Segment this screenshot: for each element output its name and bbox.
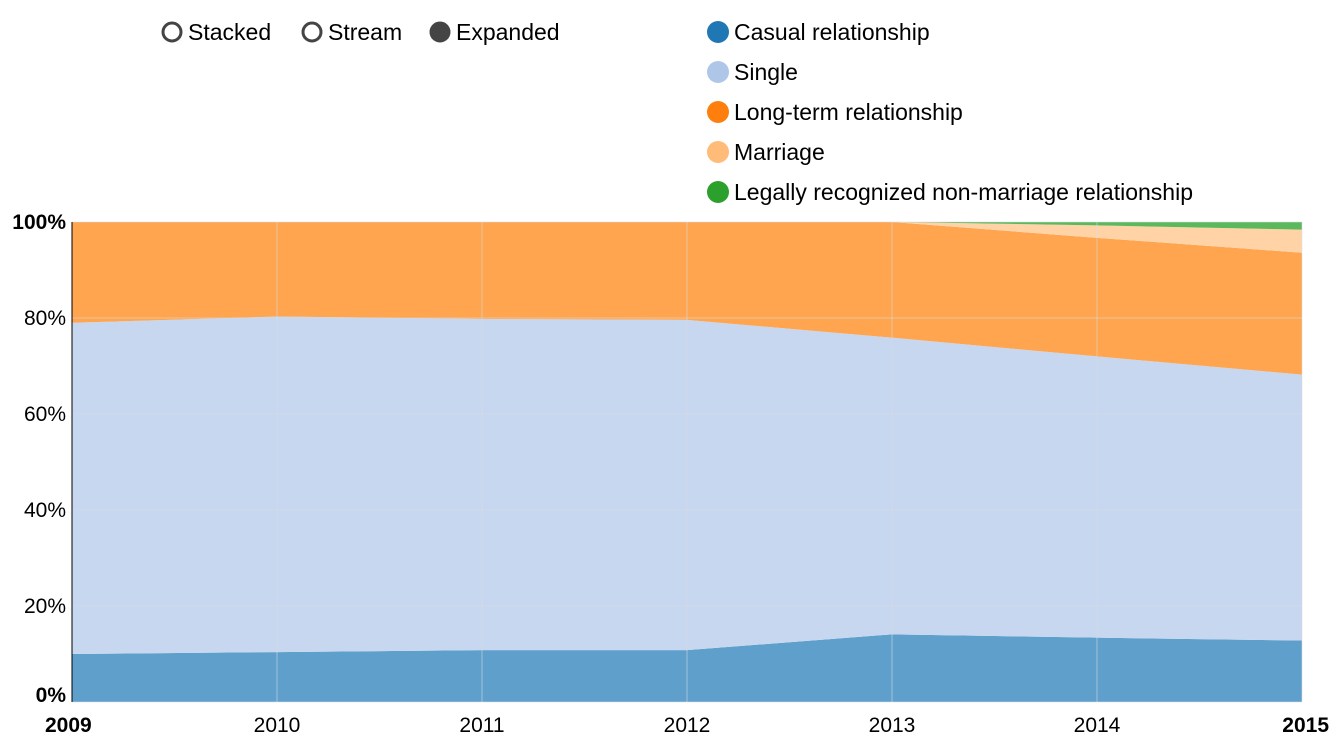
y-tick-label: 0% [36, 684, 67, 707]
control-stream-label: Stream [328, 19, 402, 45]
axes: 0% 20% 40% 60% 80% 100% 2009 2010 2011 2012 2013 20… [12, 211, 1329, 737]
legend-label-casual: Casual relationship [734, 19, 930, 45]
x-tick-label: 2009 [45, 714, 92, 737]
y-tick-label: 80% [24, 307, 66, 330]
legend-swatch-marriage-icon[interactable] [707, 141, 729, 163]
radio-stacked-icon[interactable] [161, 21, 183, 43]
control-stacked-label: Stacked [188, 19, 271, 45]
legend-item-marriage[interactable]: Marriage [707, 139, 825, 165]
legend-swatch-legal-non-marriage-icon[interactable] [707, 181, 729, 203]
legend-item-long-term[interactable]: Long-term relationship [707, 99, 963, 125]
plot-area [71, 221, 1303, 703]
y-tick-label: 100% [12, 211, 66, 234]
legend-item-legal-non-marriage[interactable]: Legally recognized non-marriage relation… [707, 179, 1193, 205]
control-stacked[interactable]: Stacked [161, 19, 271, 45]
legend-item-single[interactable]: Single [707, 59, 798, 85]
x-tick-label: 2012 [664, 714, 711, 737]
legend: Casual relationship Single Long-term rel… [707, 19, 1193, 205]
legend-label-legal-non-marriage: Legally recognized non-marriage relation… [734, 179, 1193, 205]
x-tick-label: 2014 [1074, 714, 1121, 737]
y-tick-label: 20% [24, 595, 66, 618]
x-tick-label: 2013 [869, 714, 916, 737]
x-tick-label: 2015 [1282, 714, 1329, 737]
radio-stream-icon[interactable] [301, 21, 323, 43]
radio-expanded-icon[interactable] [429, 21, 451, 43]
control-expanded[interactable]: Expanded [429, 19, 560, 45]
legend-label-single: Single [734, 59, 798, 85]
control-expanded-label: Expanded [456, 19, 560, 45]
legend-swatch-single-icon[interactable] [707, 61, 729, 83]
control-stream[interactable]: Stream [301, 19, 402, 45]
legend-label-marriage: Marriage [734, 139, 825, 165]
area-marriage[interactable] [72, 222, 1302, 253]
x-tick-label: 2010 [254, 714, 301, 737]
chart-mode-controls: Stacked Stream Expanded [161, 19, 560, 45]
legend-swatch-casual-icon[interactable] [707, 21, 729, 43]
x-tick-label: 2011 [459, 714, 504, 737]
area-legal-non-marriage[interactable] [72, 222, 1302, 230]
legend-item-casual[interactable]: Casual relationship [707, 19, 930, 45]
y-tick-label: 40% [24, 499, 66, 522]
legend-label-long-term: Long-term relationship [734, 99, 963, 125]
y-tick-label: 60% [24, 403, 66, 426]
legend-swatch-long-term-icon[interactable] [707, 101, 729, 123]
